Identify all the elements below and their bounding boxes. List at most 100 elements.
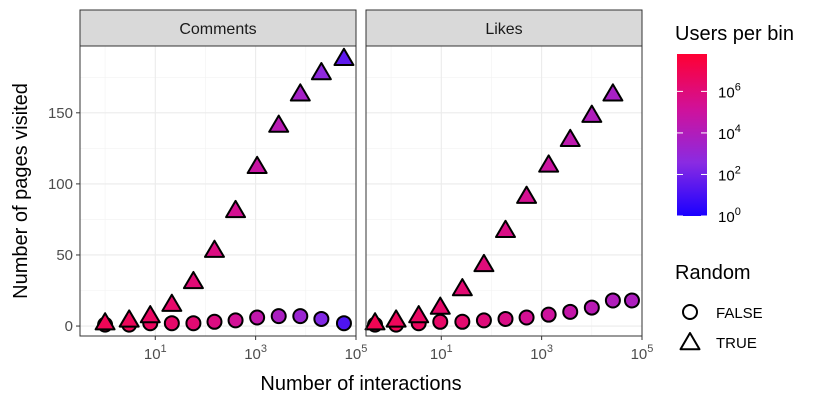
y-axis-title: Number of pages visited xyxy=(10,83,32,299)
x-tick-base: 10 xyxy=(144,346,161,363)
color-legend-title: Users per bin xyxy=(675,23,794,45)
data-points-likes xyxy=(364,83,640,333)
point-triangle xyxy=(182,270,204,290)
color-tick-exponent: 0 xyxy=(735,206,741,218)
point-triangle xyxy=(559,128,581,148)
point-triangle xyxy=(429,296,451,315)
point-circle xyxy=(163,315,180,332)
point-triangle xyxy=(203,239,225,258)
point-circle xyxy=(454,313,471,330)
x-tick-base: 10 xyxy=(430,346,447,363)
color-tick-exponent: 6 xyxy=(735,81,741,93)
color-tick-label: 102 xyxy=(718,164,741,184)
shape-legend: Random FALSE TRUE xyxy=(675,262,763,352)
strip-background-likes xyxy=(365,9,643,47)
point-triangle xyxy=(602,83,624,102)
x-tick-label: 103 xyxy=(244,343,267,363)
x-tick-label: 105 xyxy=(631,343,654,363)
x-tick-exponent: 5 xyxy=(647,343,653,355)
point-circle xyxy=(475,312,492,329)
point-triangle xyxy=(538,154,560,173)
data-points-comments xyxy=(94,47,355,333)
legend-shape-label: FALSE xyxy=(716,305,763,322)
strip-label-likes: Likes xyxy=(485,21,522,38)
facet-comments: Comments xyxy=(79,9,357,337)
strip-background-comments xyxy=(79,9,357,47)
point-circle xyxy=(497,310,514,327)
legend-circle-key xyxy=(682,304,698,320)
panel-background-comments xyxy=(80,46,356,336)
x-tick-exponent: 1 xyxy=(447,343,453,355)
panel-background-likes xyxy=(366,46,642,336)
point-circle xyxy=(249,309,266,326)
point-circle xyxy=(227,312,244,329)
point-circle xyxy=(432,313,449,330)
color-tick-label: 100 xyxy=(718,206,741,226)
x-tick-label: 103 xyxy=(530,343,553,363)
point-triangle xyxy=(289,83,311,102)
point-circle xyxy=(185,315,202,332)
point-triangle xyxy=(268,114,290,133)
point-circle xyxy=(206,313,223,330)
x-tick-exponent: 3 xyxy=(261,343,267,355)
point-triangle xyxy=(516,185,538,204)
point-circle xyxy=(270,308,287,325)
point-circle xyxy=(335,315,352,332)
point-triangle xyxy=(495,219,517,239)
shape-legend-title: Random xyxy=(675,262,751,284)
point-triangle xyxy=(473,253,495,273)
y-tick-label: 0 xyxy=(65,318,73,335)
y-tick-label: 50 xyxy=(56,247,73,264)
point-triangle xyxy=(451,278,473,297)
color-tick-base: 10 xyxy=(718,84,735,101)
color-tick-exponent: 2 xyxy=(735,164,741,176)
panel-border-comments xyxy=(79,45,357,337)
y-axis: 0 50 100 150 xyxy=(48,105,80,335)
point-circle xyxy=(562,303,579,320)
point-triangle xyxy=(581,104,603,123)
point-circle xyxy=(540,306,557,323)
facet-likes: Likes xyxy=(364,9,643,337)
legend-shape-label: TRUE xyxy=(716,335,757,352)
x-tick-exponent: 5 xyxy=(361,343,367,355)
y-tick-label: 150 xyxy=(48,105,73,122)
point-circle xyxy=(623,292,640,309)
point-triangle xyxy=(408,305,430,324)
x-axis-title: Number of interactions xyxy=(260,373,461,395)
point-circle xyxy=(583,299,600,316)
x-tick-label: 101 xyxy=(430,343,453,363)
color-legend-bar xyxy=(677,54,707,216)
point-triangle xyxy=(333,47,355,66)
x-tick-base: 10 xyxy=(631,346,648,363)
x-tick-base: 10 xyxy=(345,346,362,363)
point-triangle xyxy=(364,312,386,331)
color-tick-exponent: 4 xyxy=(735,123,741,135)
x-tick-base: 10 xyxy=(530,346,547,363)
shape-legend-items: FALSE TRUE xyxy=(679,304,763,352)
point-triangle xyxy=(94,312,116,331)
point-triangle xyxy=(310,62,332,81)
point-triangle xyxy=(225,199,247,219)
strip-label-comments: Comments xyxy=(179,21,256,38)
color-tick-label: 104 xyxy=(718,123,741,143)
x-tick-exponent: 3 xyxy=(547,343,553,355)
point-triangle xyxy=(161,293,183,312)
color-tick-base: 10 xyxy=(718,209,735,226)
point-circle xyxy=(313,310,330,327)
y-tick-label: 100 xyxy=(48,176,73,193)
x-axis: 101 103 105 101 103 105 xyxy=(144,336,654,363)
x-tick-base: 10 xyxy=(244,346,261,363)
x-tick-exponent: 1 xyxy=(161,343,167,355)
point-triangle xyxy=(385,309,407,328)
point-circle xyxy=(292,308,309,325)
x-tick-label: 101 xyxy=(144,343,167,363)
color-tick-base: 10 xyxy=(718,167,735,184)
point-circle xyxy=(604,292,621,309)
point-circle xyxy=(518,309,535,326)
color-tick-base: 10 xyxy=(718,126,735,143)
legend-triangle-key xyxy=(679,332,701,351)
point-triangle xyxy=(118,309,140,328)
